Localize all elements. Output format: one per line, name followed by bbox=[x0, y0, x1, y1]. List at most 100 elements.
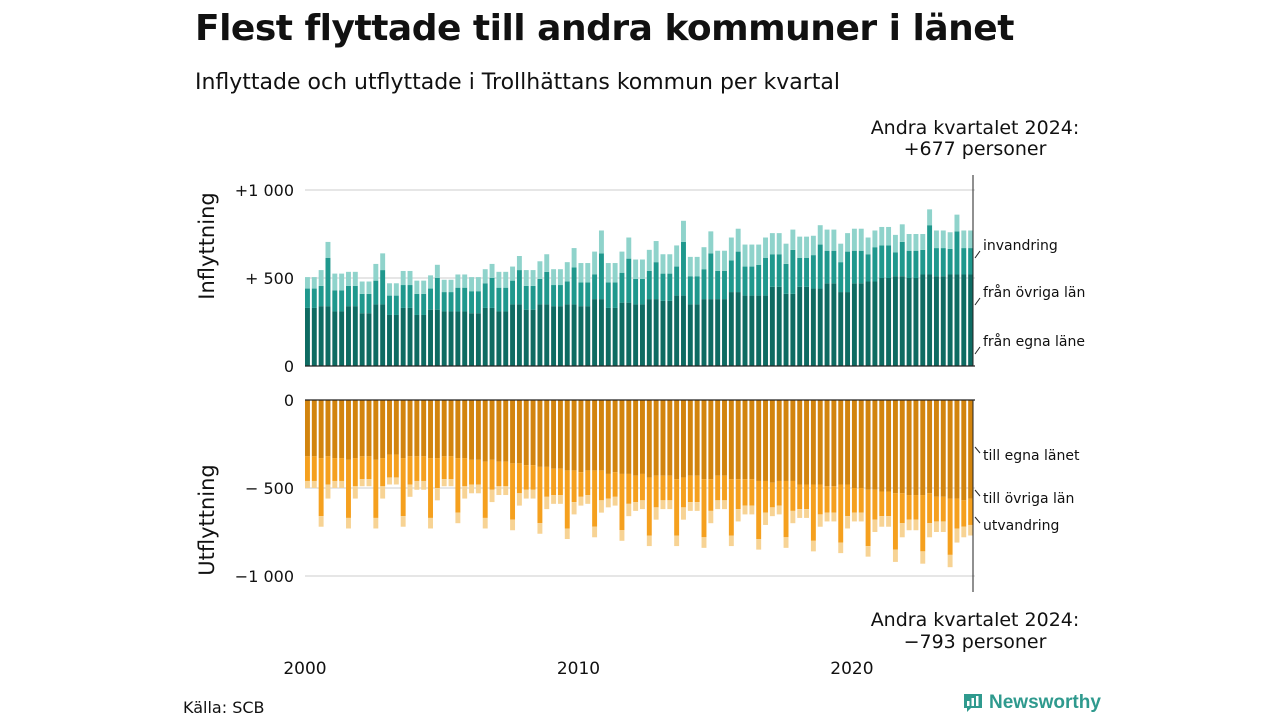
bar-in-ovriga bbox=[585, 282, 591, 307]
bar-in-ovriga bbox=[674, 266, 680, 296]
bar-in-ovriga bbox=[605, 282, 611, 308]
bar-out-egna bbox=[305, 400, 310, 457]
bar-out-utvandring bbox=[332, 480, 338, 488]
bar-out-utvandring bbox=[441, 479, 447, 487]
bar-out-egna bbox=[585, 400, 591, 471]
bar-out-egna bbox=[496, 400, 502, 462]
bar-out-egna bbox=[578, 400, 584, 473]
bar-in-ovriga bbox=[824, 250, 830, 284]
bar-in-egna bbox=[797, 286, 803, 366]
bar-in-invandring bbox=[858, 228, 864, 251]
bar-out-egna bbox=[619, 400, 625, 474]
bar-in-invandring bbox=[325, 241, 331, 258]
bar-out-ovriga bbox=[516, 463, 522, 494]
bar-in-invandring bbox=[640, 259, 645, 279]
y-tick-top-0: 0 bbox=[284, 357, 294, 376]
bar-out-egna bbox=[899, 400, 905, 494]
bar-in-ovriga bbox=[510, 280, 516, 305]
bar-out-egna bbox=[557, 400, 563, 469]
bar-in-invandring bbox=[947, 232, 953, 249]
bar-out-ovriga bbox=[913, 495, 919, 520]
bar-in-ovriga bbox=[626, 258, 632, 303]
bar-out-utvandring bbox=[387, 477, 392, 485]
bar-in-invandring bbox=[352, 271, 358, 286]
bar-out-utvandring bbox=[640, 500, 645, 510]
bar-in-ovriga bbox=[564, 281, 570, 305]
bar-out-egna bbox=[872, 400, 878, 490]
bar-out-ovriga bbox=[640, 473, 645, 501]
bar-in-invandring bbox=[305, 277, 310, 289]
bar-in-egna bbox=[544, 304, 550, 366]
bar-out-egna bbox=[605, 400, 611, 474]
bar-out-egna bbox=[530, 400, 536, 466]
bar-out-ovriga bbox=[687, 475, 693, 503]
bar-in-invandring bbox=[906, 234, 912, 251]
bar-out-egna bbox=[927, 400, 933, 494]
bar-in-ovriga bbox=[633, 278, 639, 305]
bar-out-ovriga bbox=[578, 472, 584, 497]
bar-out-ovriga bbox=[564, 470, 570, 529]
bar-out-utvandring bbox=[899, 523, 905, 538]
brand-logo[interactable]: Newsworthy bbox=[962, 692, 1101, 714]
bar-out-ovriga bbox=[598, 470, 604, 501]
bar-in-ovriga bbox=[551, 285, 557, 307]
bar-out-utvandring bbox=[769, 507, 775, 517]
bar-out-utvandring bbox=[892, 549, 898, 562]
bar-out-ovriga bbox=[947, 498, 953, 555]
bar-in-egna bbox=[462, 311, 468, 366]
bar-in-egna bbox=[428, 309, 433, 366]
y-tick-top-2: +1 000 bbox=[235, 181, 294, 200]
bar-out-utvandring bbox=[940, 521, 946, 532]
bar-in-ovriga bbox=[537, 278, 543, 305]
y-axis-title-top: Inflyttning bbox=[195, 192, 219, 299]
bar-in-egna bbox=[346, 306, 351, 366]
bar-out-utvandring bbox=[359, 479, 365, 487]
bar-out-egna bbox=[612, 400, 618, 473]
bar-out-utvandring bbox=[708, 510, 714, 524]
bar-out-ovriga bbox=[776, 480, 782, 506]
bar-in-invandring bbox=[769, 233, 775, 255]
bar-in-invandring bbox=[913, 234, 919, 251]
bar-in-egna bbox=[735, 292, 741, 366]
bar-out-egna bbox=[516, 400, 522, 464]
bar-out-utvandring bbox=[578, 496, 584, 506]
bar-in-egna bbox=[564, 304, 570, 366]
bar-out-ovriga bbox=[920, 495, 926, 552]
bar-in-invandring bbox=[318, 270, 324, 286]
bar-in-egna bbox=[927, 274, 933, 366]
bar-in-invandring bbox=[763, 237, 768, 258]
bar-out-egna bbox=[311, 400, 317, 457]
bar-out-ovriga bbox=[469, 459, 475, 485]
bar-out-egna bbox=[947, 400, 953, 499]
bar-out-ovriga bbox=[940, 496, 946, 522]
bar-in-egna bbox=[954, 274, 960, 366]
bar-in-ovriga bbox=[749, 266, 755, 296]
bar-out-utvandring bbox=[694, 502, 700, 511]
bar-in-invandring bbox=[503, 271, 509, 288]
annotation-top-line1: Andra kvartalet 2024: bbox=[871, 117, 1080, 139]
bar-out-egna bbox=[687, 400, 693, 476]
bar-out-utvandring bbox=[373, 517, 379, 529]
bar-out-ovriga bbox=[619, 473, 625, 531]
bar-out-utvandring bbox=[886, 516, 892, 527]
bar-in-invandring bbox=[694, 256, 700, 277]
bar-out-egna bbox=[414, 400, 420, 457]
bar-out-egna bbox=[537, 400, 543, 467]
bar-out-ovriga bbox=[728, 479, 734, 536]
bar-in-ovriga bbox=[776, 254, 782, 287]
bar-in-egna bbox=[421, 314, 427, 366]
bar-in-invandring bbox=[667, 254, 673, 274]
bar-in-egna bbox=[776, 286, 782, 366]
bar-in-egna bbox=[352, 306, 358, 366]
bar-in-invandring bbox=[824, 229, 830, 251]
bar-in-ovriga bbox=[366, 293, 372, 314]
bar-out-egna bbox=[804, 400, 810, 485]
bar-out-utvandring bbox=[503, 486, 509, 496]
bar-out-utvandring bbox=[735, 509, 741, 522]
bar-in-invandring bbox=[496, 271, 502, 288]
bar-in-ovriga bbox=[701, 269, 707, 300]
bar-out-egna bbox=[387, 400, 392, 455]
bar-out-egna bbox=[455, 400, 461, 459]
bar-in-invandring bbox=[722, 250, 727, 271]
